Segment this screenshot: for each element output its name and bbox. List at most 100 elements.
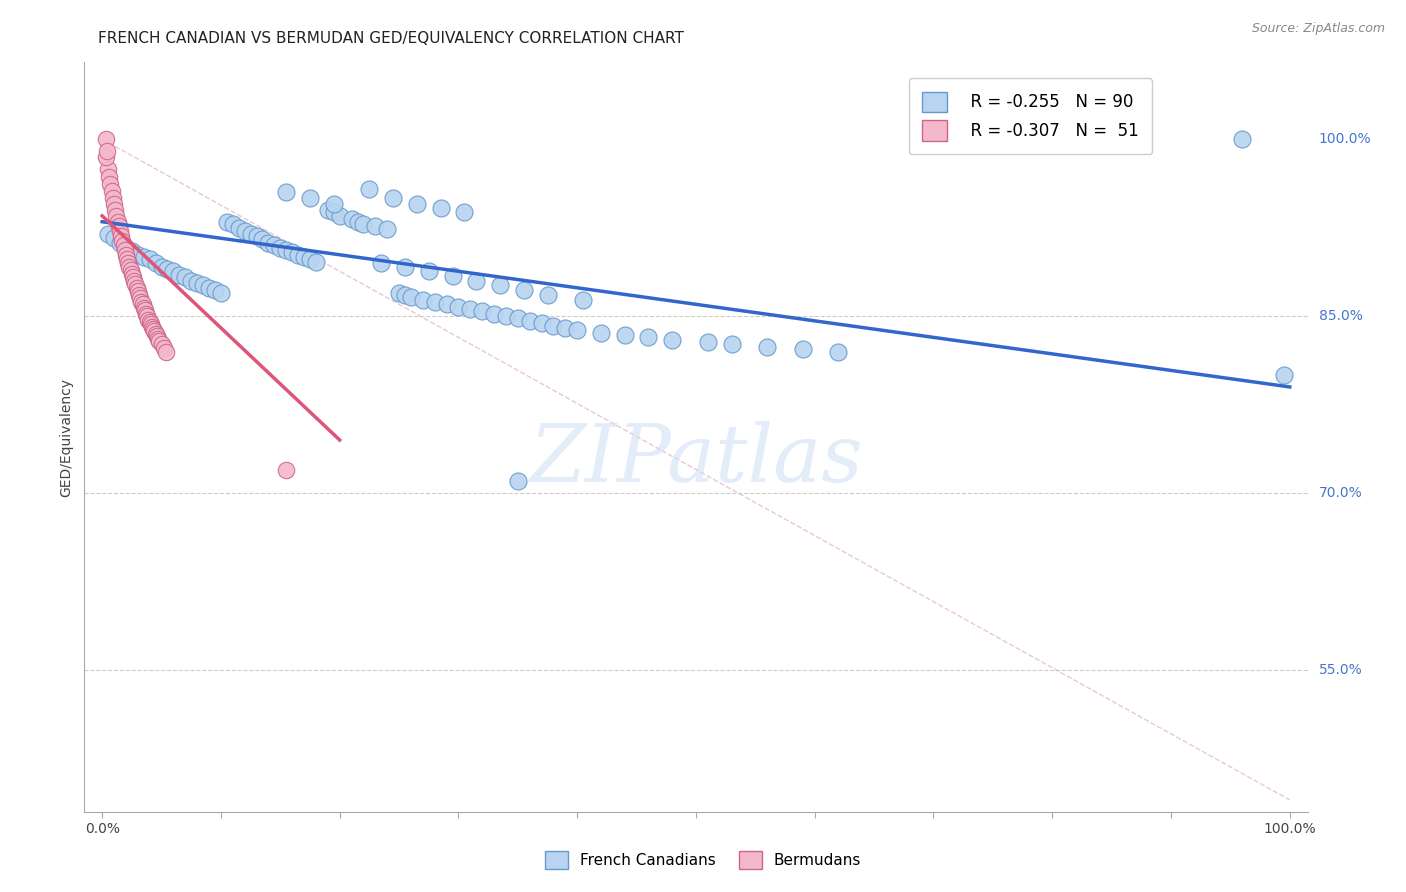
Point (118, 260, 141, 274)
Point (142, 322, 165, 336)
Point (359, 182, 381, 196)
Point (191, 278, 214, 293)
Point (263, 238, 285, 252)
Text: ZIPatlas: ZIPatlas (529, 421, 863, 499)
Point (209, 285, 232, 300)
Point (340, 212, 363, 227)
Point (346, 215, 368, 229)
Point (513, 283, 536, 297)
Point (423, 295, 446, 310)
Point (506, 475, 529, 489)
Point (613, 328, 636, 343)
Point (589, 326, 612, 340)
Point (375, 222, 398, 236)
Point (138, 312, 160, 326)
Point (1232, 132, 1254, 146)
Point (148, 334, 170, 348)
Point (352, 217, 374, 231)
Point (120, 263, 142, 277)
Point (131, 297, 153, 311)
Point (412, 293, 434, 307)
Point (329, 209, 352, 223)
Point (135, 307, 157, 321)
Point (111, 234, 134, 248)
Point (637, 330, 659, 344)
Point (134, 303, 156, 318)
Point (117, 256, 139, 270)
Point (169, 268, 191, 282)
Point (382, 191, 405, 205)
Point (122, 270, 145, 285)
Point (572, 293, 595, 307)
Point (429, 201, 451, 215)
Point (215, 215, 238, 229)
Point (129, 292, 152, 306)
Point (482, 307, 505, 321)
Point (156, 261, 179, 276)
Point (792, 342, 814, 356)
Point (252, 232, 274, 246)
Point (489, 278, 512, 293)
Point (132, 250, 155, 264)
Point (1272, 368, 1295, 383)
Point (543, 318, 565, 333)
Point (827, 344, 849, 359)
Point (536, 288, 558, 302)
Point (103, 231, 125, 245)
Point (100, 177, 122, 191)
Point (519, 314, 541, 328)
Point (138, 315, 160, 329)
Point (276, 186, 298, 200)
Point (114, 243, 136, 257)
Point (153, 341, 176, 355)
Point (233, 224, 256, 238)
Point (107, 215, 129, 229)
Point (136, 309, 159, 323)
Point (257, 235, 280, 250)
Point (198, 281, 221, 295)
Point (447, 300, 470, 314)
Point (441, 268, 464, 283)
Point (97, 227, 120, 241)
Point (121, 244, 143, 259)
Point (155, 344, 177, 359)
Point (228, 220, 250, 235)
Point (108, 224, 131, 238)
Point (115, 252, 138, 267)
Point (406, 197, 429, 211)
Point (112, 238, 135, 252)
Point (460, 301, 482, 316)
Point (115, 241, 138, 255)
Point (104, 202, 127, 217)
Point (305, 255, 328, 269)
Point (125, 281, 148, 295)
Text: Source: ZipAtlas.com: Source: ZipAtlas.com (1251, 22, 1385, 36)
Point (139, 318, 162, 332)
Point (180, 274, 202, 288)
Point (127, 248, 149, 262)
Point (554, 321, 576, 335)
Point (465, 274, 488, 288)
Point (107, 219, 129, 234)
Point (96, 144, 118, 158)
Point (128, 288, 150, 302)
Point (132, 301, 155, 315)
Point (287, 248, 309, 262)
Point (162, 264, 184, 278)
Point (186, 276, 208, 290)
Point (127, 285, 149, 299)
Text: 70.0%: 70.0% (1319, 486, 1362, 500)
Point (322, 205, 344, 219)
Point (103, 197, 125, 211)
Text: FRENCH CANADIAN VS BERMUDAN GED/EQUIVALENCY CORRELATION CHART: FRENCH CANADIAN VS BERMUDAN GED/EQUIVALE… (98, 31, 685, 46)
Point (94, 132, 117, 146)
Point (661, 333, 683, 347)
Point (388, 285, 411, 300)
Point (506, 311, 529, 326)
Point (222, 217, 245, 231)
Point (150, 260, 173, 274)
Point (364, 219, 387, 234)
Point (115, 248, 138, 262)
Point (94, 150, 117, 164)
Point (146, 329, 169, 343)
